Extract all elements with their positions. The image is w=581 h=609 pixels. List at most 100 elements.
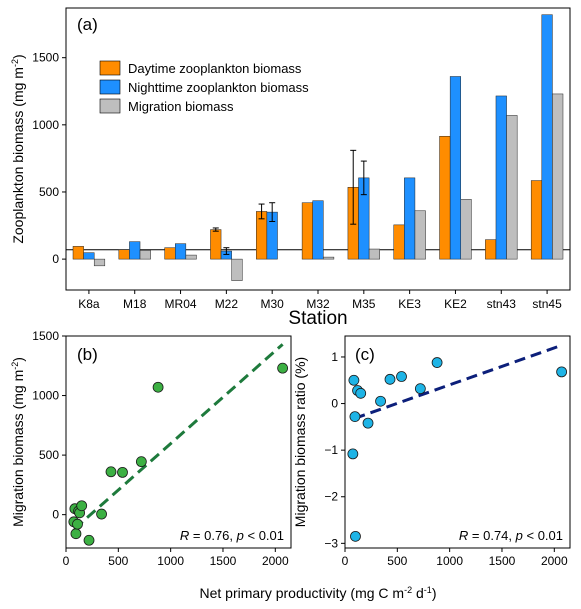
bar-night-K8a: [83, 252, 95, 260]
panel-a-y-tick-label: 0: [52, 252, 59, 266]
panel-a-bars: [72, 14, 564, 281]
bar-migration-M32: [323, 256, 335, 260]
panel-c-y-tick-label: 1: [331, 350, 338, 364]
panel-c-x-tick-label: 500: [387, 554, 407, 568]
bar-day-KE3: [393, 224, 405, 260]
panel-a-x-tick-label: M22: [215, 297, 239, 311]
panel-b-point: [117, 466, 128, 478]
panel-b-label: (b): [77, 345, 98, 364]
panel-c-point: [384, 373, 396, 385]
panel-c-point: [348, 374, 360, 386]
bar-night-stn45: [541, 14, 553, 260]
panel-b-point: [83, 534, 95, 546]
panel-c-trend-line: [353, 343, 563, 420]
panel-c-y-tick-label: −1: [324, 443, 338, 457]
panel-b-point: [96, 508, 107, 520]
bar-day-stn45: [530, 180, 543, 260]
bar-day-M22: [210, 229, 222, 260]
legend-swatch-daytime: [99, 60, 121, 76]
bar-day-M18: [118, 249, 130, 260]
panel-c-x-tick-label: 0: [342, 554, 349, 568]
panel-b-x-tick-label: 1000: [157, 554, 184, 568]
panel-c-label: (c): [355, 345, 375, 364]
bar-night-stn43: [495, 95, 507, 260]
panel-b: (b) 0 500 1000 1500 0 500 1000 1500 2000 R = 0.7…: [10, 329, 292, 568]
panel-c-y-title: Migration biomass ratio (%): [292, 357, 308, 527]
legend-label-daytime: Daytime zooplankton biomass: [128, 61, 302, 76]
panel-b-y-title: Migration biomass (mg m-2): [10, 357, 26, 527]
legend-label-nighttime: Nighttime zooplankton biomass: [128, 80, 309, 95]
legend-swatch-migration: [99, 98, 121, 114]
panel-b-x-tick-label: 0: [63, 554, 70, 568]
panel-c-y-tick-label: 0: [331, 397, 338, 411]
bar-night-M18: [129, 241, 141, 260]
panel-a-x-tick-label: M18: [123, 297, 147, 311]
panel-c-stats: R = 0.74, p < 0.01: [459, 528, 563, 543]
panel-a-y-title: Zooplankton biomass (mg m-2): [10, 54, 26, 243]
panel-b-y-tick-label: 0: [52, 508, 59, 522]
bar-night-MR04: [174, 243, 187, 260]
panel-a-y-tick-label: 1500: [32, 51, 59, 65]
panel-b-point: [76, 500, 88, 512]
panel-a-x-tick-label: M32: [306, 297, 330, 311]
panel-a-x-tick-label: K8a: [78, 297, 100, 311]
panel-a-label: (a): [77, 15, 98, 34]
panel-c-point: [556, 366, 568, 378]
panel-c: (c) −3 −2 −1 0 1 0 500 1000 1500 2000 R = 0.74, p…: [292, 335, 571, 568]
panel-c-point: [375, 395, 386, 407]
panel-c-point: [347, 448, 359, 460]
panel-b-y-tick-label: 1000: [32, 389, 59, 403]
bar-day-stn43: [485, 239, 497, 260]
bar-migration-M22: [231, 258, 243, 281]
panel-b-y-tick-label: 1500: [32, 329, 59, 343]
panel-b-point: [135, 456, 147, 468]
panel-c-frame: [344, 335, 571, 549]
panel-b-trend-line: [73, 343, 284, 531]
bar-day-M32: [301, 202, 313, 260]
panel-c-point: [414, 383, 426, 395]
panel-c-x-tick-label: 1000: [436, 554, 463, 568]
bar-day-MR04: [164, 247, 176, 260]
panel-b-point: [152, 381, 164, 393]
panel-c-y-tick-label: −3: [324, 536, 338, 550]
panel-a-y-tick-label: 1000: [32, 118, 59, 132]
bar-migration-M18: [139, 250, 151, 260]
panel-c-point: [355, 387, 367, 399]
panel-b-axes: 0 500 1000 1500 0 500 1000 1500 2000: [32, 329, 289, 568]
panel-a-x-tick-label: stn45: [532, 297, 562, 311]
panel-a-legend: Daytime zooplankton biomass Nighttime zo…: [99, 60, 309, 114]
panel-a-x-tick-label: stn43: [487, 297, 517, 311]
panel-a-x-tick-label: KE2: [444, 297, 467, 311]
bar-night-M32: [312, 200, 324, 260]
panel-b-x-tick-label: 500: [108, 554, 128, 568]
panel-c-x-tick-label: 2000: [541, 554, 568, 568]
panel-b-stats: R = 0.76, p < 0.01: [180, 528, 284, 543]
panel-c-x-tick-label: 1500: [489, 554, 516, 568]
panel-a-y-axis: 0 500 1000 1500: [32, 51, 66, 266]
panel-b-point: [277, 362, 289, 374]
panel-c-axes: −3 −2 −1 0 1 0 500 1000 1500 2000: [324, 350, 568, 568]
panel-b-points: [68, 362, 289, 546]
bar-migration-K8a: [93, 258, 106, 267]
bar-day-K8a: [72, 246, 84, 260]
bar-migration-stn45: [552, 93, 564, 260]
panel-c-point: [431, 357, 443, 368]
shared-x-title: Net primary productivity (mg C m-2 d-1): [200, 585, 437, 601]
legend-swatch-nighttime: [99, 79, 121, 95]
panel-b-point: [70, 528, 82, 540]
panel-a-x-axis: K8a M18 MR04 M22 M30 M32 M35 KE3 KE2 stn43 stn45: [78, 290, 562, 311]
bar-migration-MR04: [185, 254, 197, 260]
bar-day-KE2: [439, 135, 451, 260]
panel-b-point: [72, 518, 83, 530]
panel-c-y-tick-label: −2: [324, 490, 338, 504]
panel-c-point: [349, 411, 361, 423]
panel-b-x-tick-label: 1500: [210, 554, 237, 568]
panel-a-y-tick-label: 500: [39, 185, 59, 199]
panel-a-x-tick-label: KE3: [398, 297, 421, 311]
bar-migration-KE2: [460, 199, 472, 260]
panel-a-x-tick-label: M35: [352, 297, 376, 311]
panel-b-x-tick-label: 2000: [262, 554, 289, 568]
panel-b-point: [105, 466, 117, 478]
bar-night-KE3: [404, 177, 416, 260]
